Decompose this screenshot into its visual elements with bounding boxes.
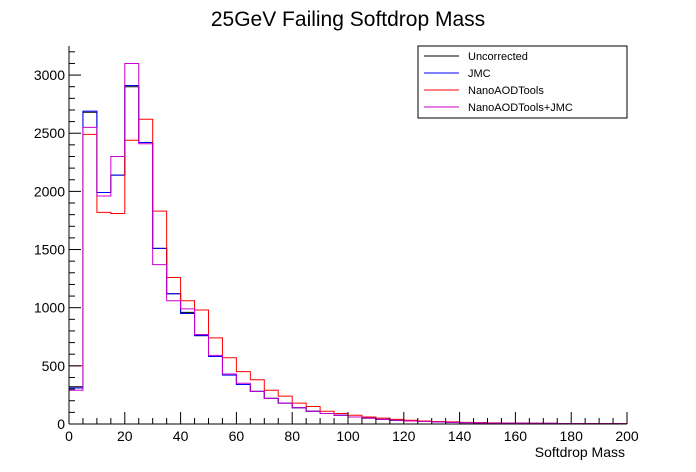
x-tick-label: 80	[284, 428, 300, 444]
legend-label-nanoaodtools-jmc: NanoAODTools+JMC	[468, 102, 573, 114]
axes-group: 0 20 40 60 80 100 120 140 160 180 2000500100015002…	[34, 46, 639, 444]
legend: Uncorrected JMC NanoAODTools NanoAODTools+J…	[417, 45, 628, 119]
legend-box	[417, 45, 628, 119]
x-tick-label: 40	[173, 428, 189, 444]
x-tick-label: 160	[504, 428, 528, 444]
y-tick-label: 2500	[34, 125, 65, 141]
x-axis-label: Softdrop Mass	[535, 444, 625, 460]
legend-label-nanoaodtools: NanoAODTools	[468, 85, 544, 97]
x-tick-label: 120	[392, 428, 416, 444]
legend-label-jmc: JMC	[468, 68, 491, 80]
x-tick-label: 0	[65, 428, 73, 444]
y-tick-label: 2000	[34, 183, 65, 199]
y-tick-label: 3000	[34, 67, 65, 83]
x-tick-label: 200	[615, 428, 639, 444]
y-tick-label: 0	[57, 416, 65, 432]
y-tick-label: 1500	[34, 242, 65, 258]
x-tick-label: 60	[229, 428, 245, 444]
chart-title: 25GeV Failing Softdrop Mass	[211, 8, 485, 31]
x-tick-label: 100	[336, 428, 360, 444]
y-tick-label: 1000	[34, 300, 65, 316]
x-tick-label: 20	[117, 428, 133, 444]
y-tick-label: 500	[42, 358, 66, 374]
legend-label-uncorrected: Uncorrected	[468, 51, 528, 63]
x-tick-label: 140	[448, 428, 472, 444]
x-tick-label: 180	[560, 428, 584, 444]
